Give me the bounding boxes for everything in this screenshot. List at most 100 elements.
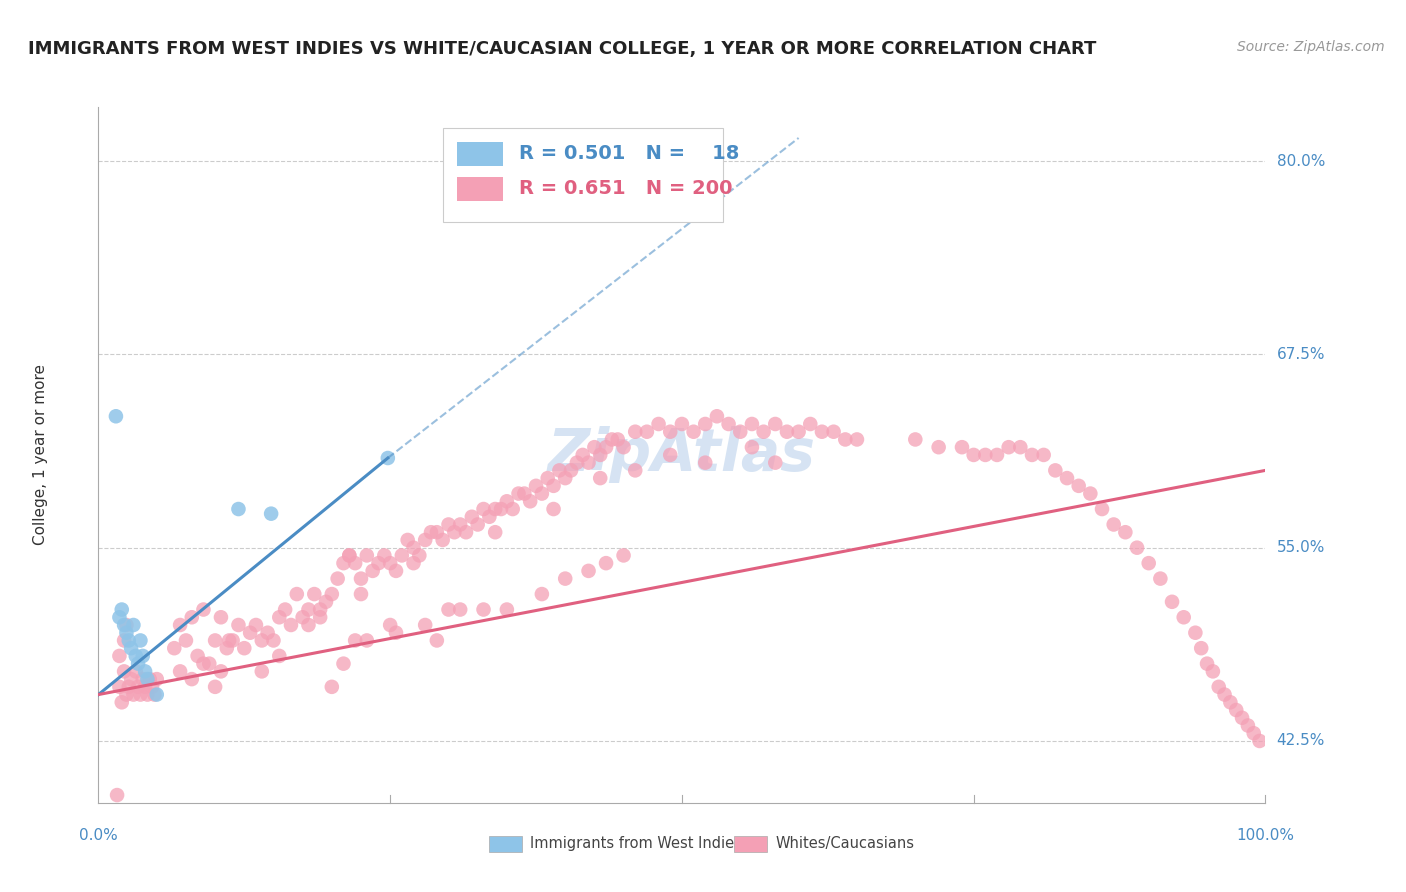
Point [321,680,343,694]
FancyBboxPatch shape [443,128,723,222]
Point [221,633,243,648]
Point [274,602,297,616]
Point [1230,711,1253,725]
Point [432,533,454,547]
Point [260,507,283,521]
Point [367,556,389,570]
Point [1032,448,1054,462]
Point [218,633,240,648]
Point [309,610,332,624]
Point [472,602,495,616]
Point [127,657,149,671]
Point [136,688,159,702]
Point [496,602,519,616]
Point [449,602,471,616]
Point [115,625,138,640]
Point [1137,556,1160,570]
Point [578,456,600,470]
Point [472,502,495,516]
Point [228,502,250,516]
Point [1149,572,1171,586]
Point [193,657,215,671]
Point [187,648,209,663]
Point [1213,688,1236,702]
Point [437,517,460,532]
Point [337,549,360,563]
Point [1225,703,1247,717]
Point [624,425,647,439]
Point [560,463,582,477]
Point [834,433,856,447]
Point [385,625,408,640]
Text: R = 0.651   N = 200: R = 0.651 N = 200 [519,179,733,198]
Point [111,602,134,616]
Point [245,618,267,632]
Point [571,448,593,462]
Point [209,610,232,624]
Point [986,448,1008,462]
Point [134,665,156,679]
Point [250,633,273,648]
Point [132,648,155,663]
Point [752,425,775,439]
Point [132,672,155,686]
Point [449,517,471,532]
Point [169,665,191,679]
Point [1195,657,1218,671]
Point [589,448,612,462]
Point [209,665,232,679]
Point [108,648,131,663]
Point [484,502,506,516]
Point [332,556,354,570]
Point [120,641,142,656]
Text: 67.5%: 67.5% [1277,347,1324,362]
Text: ZipAtlas: ZipAtlas [548,426,815,483]
Point [502,502,524,516]
Point [136,672,159,686]
Point [122,688,145,702]
Point [671,417,693,431]
Point [402,556,425,570]
Point [974,448,997,462]
Point [297,618,319,632]
Point [437,602,460,616]
Point [659,448,682,462]
Point [108,680,131,694]
Point [537,471,560,485]
Point [554,572,576,586]
Point [315,595,337,609]
Point [385,564,408,578]
Point [297,602,319,616]
Point [613,440,636,454]
Point [139,672,162,686]
Point [1202,665,1225,679]
Text: 100.0%: 100.0% [1236,828,1295,843]
Point [823,425,845,439]
Point [530,587,553,601]
Point [413,533,436,547]
Point [776,425,799,439]
Point [1237,718,1260,732]
Bar [457,142,503,166]
Point [1126,541,1149,555]
Point [763,456,786,470]
Point [508,486,530,500]
Point [356,549,378,563]
Point [104,409,127,424]
Point [146,672,169,686]
Point [125,665,148,679]
Point [146,688,169,702]
Point [478,509,501,524]
Point [799,417,821,431]
Point [1021,448,1043,462]
Point [489,502,512,516]
Point [396,533,419,547]
Text: Source: ZipAtlas.com: Source: ZipAtlas.com [1237,40,1385,54]
Point [413,618,436,632]
Point [377,450,399,465]
Point [356,633,378,648]
Point [408,549,430,563]
Point [1184,625,1206,640]
Point [269,648,291,663]
Point [928,440,950,454]
